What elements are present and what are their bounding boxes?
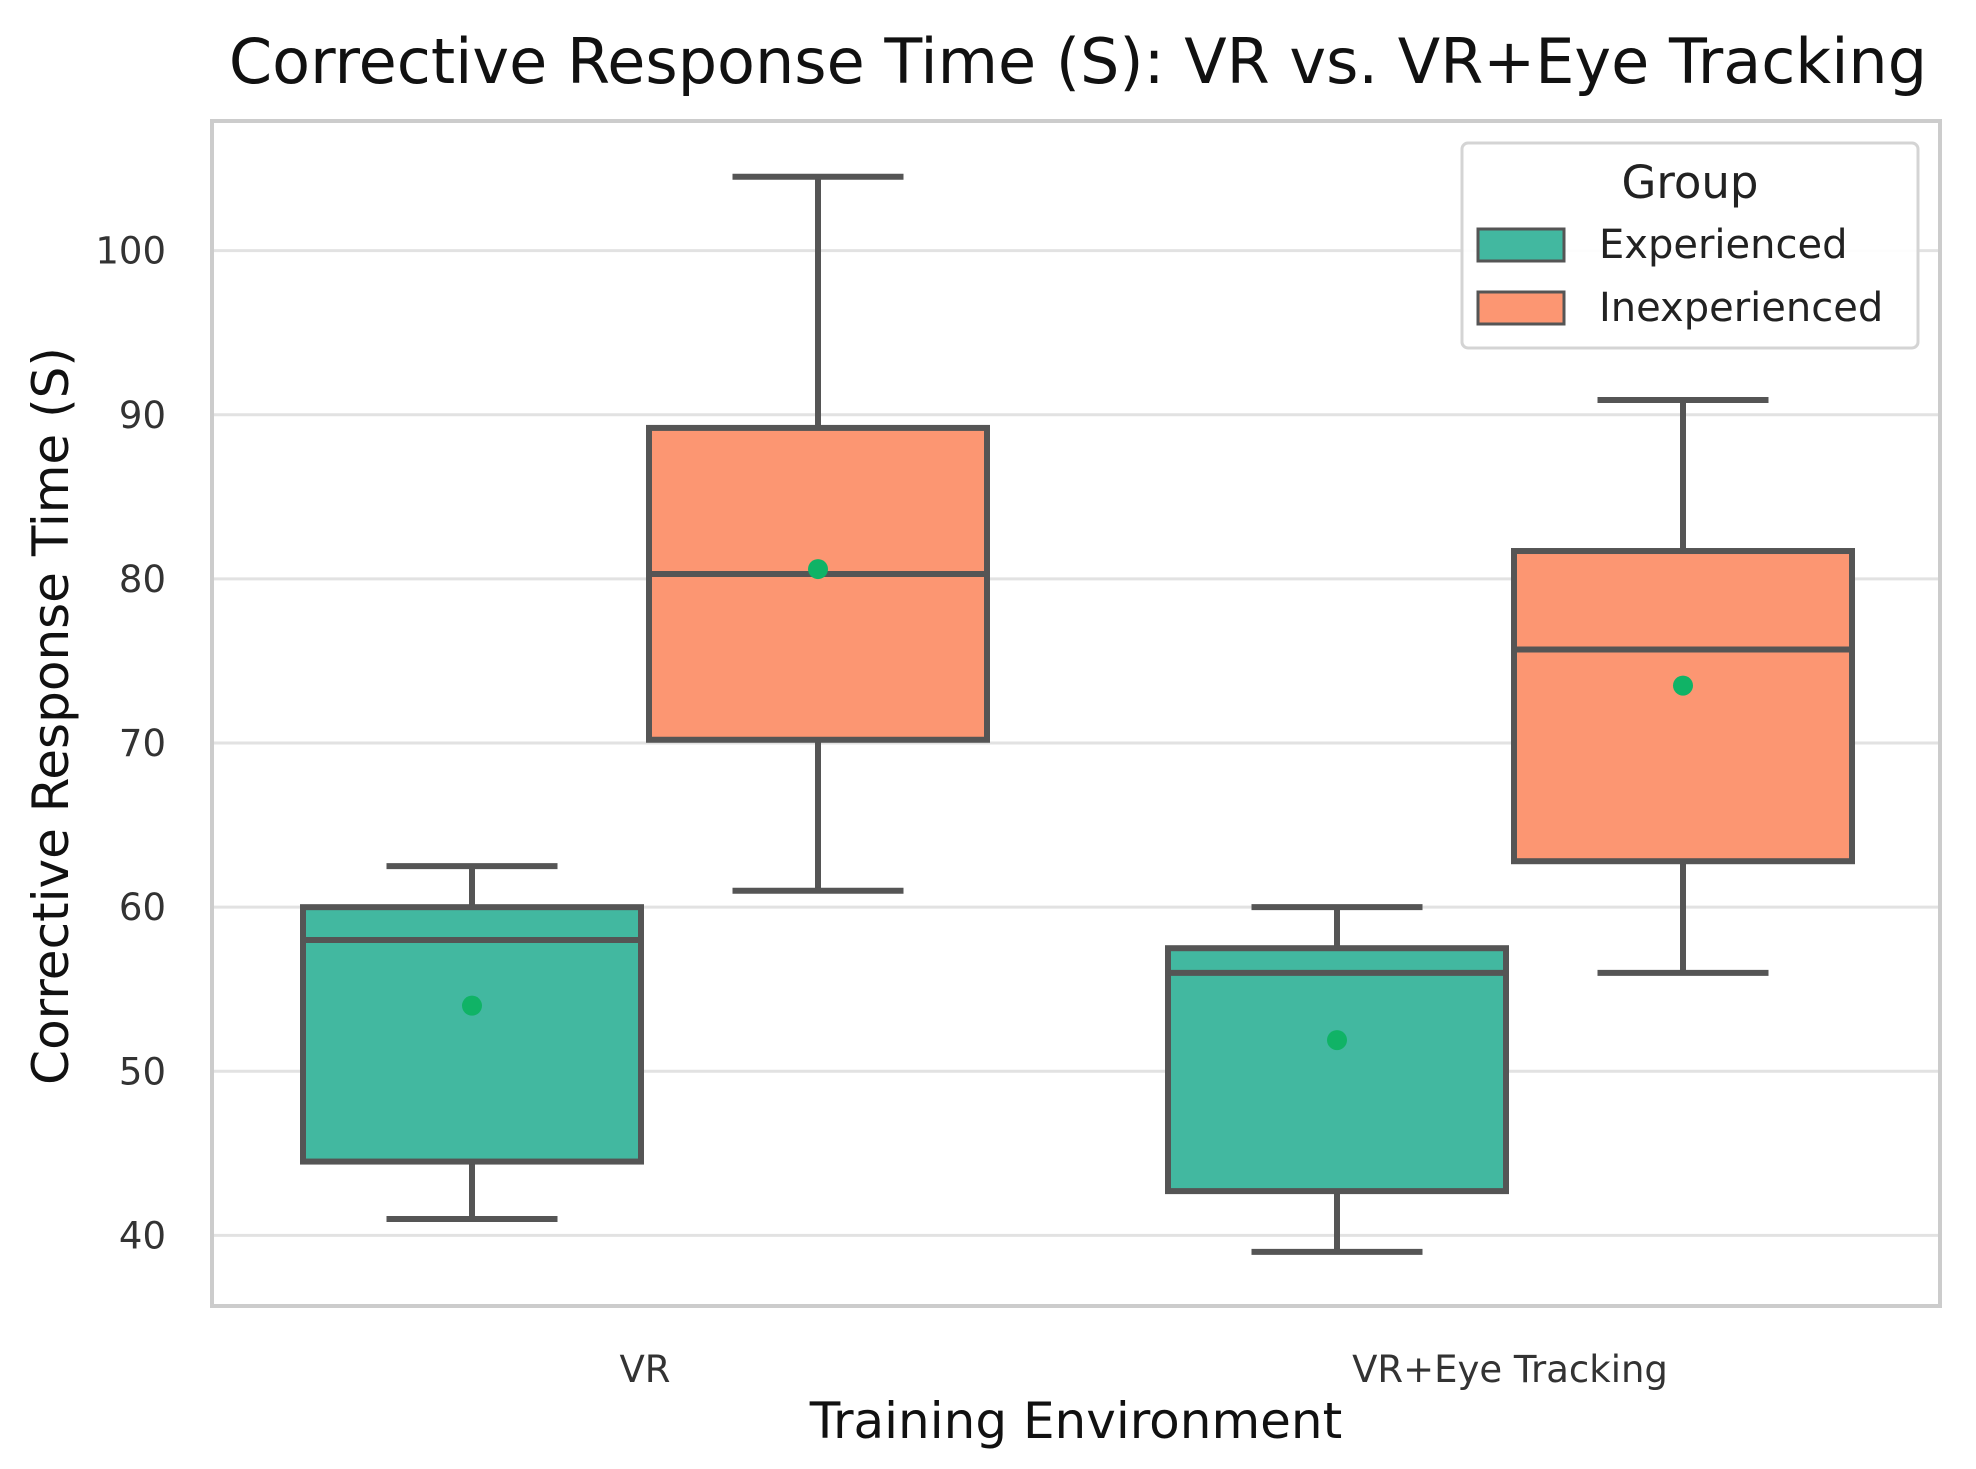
- iqr-box: [300, 904, 644, 1165]
- box-experienced-vr-eye-tracking: [1165, 904, 1509, 1255]
- legend-title: Group: [1622, 156, 1759, 209]
- x-tick-label: VR+Eye Tracking: [1352, 1348, 1668, 1391]
- box-inexperienced-vr: [646, 173, 990, 894]
- mean-marker: [1327, 1030, 1347, 1051]
- iqr-box: [646, 424, 990, 743]
- y-tick-label: 70: [119, 722, 166, 765]
- y-tick-label: 60: [119, 886, 166, 929]
- y-tick-label: 40: [119, 1214, 166, 1257]
- legend-label-experienced: Experienced: [1599, 222, 1847, 268]
- chart-title: Corrective Response Time (S): VR vs. VR+…: [229, 25, 1927, 98]
- iqr-box: [1165, 945, 1509, 1195]
- box-experienced-vr: [300, 863, 644, 1223]
- mean-marker: [1673, 675, 1693, 696]
- legend-swatch-inexperienced: [1476, 290, 1566, 326]
- legend: Group Experienced Inexperienced: [1460, 141, 1920, 350]
- legend-label-inexperienced: Inexperienced: [1599, 285, 1883, 331]
- legend-swatch-experienced: [1476, 227, 1566, 263]
- box-inexperienced-vr-eye-tracking: [1511, 397, 1855, 976]
- plot-area: 40 50 60 70 80 90 100 VR VR+Eye Tracking: [95, 119, 1942, 1391]
- legend-box: [1460, 141, 1920, 350]
- y-tick-label: 50: [119, 1050, 166, 1093]
- y-tick-label: 100: [95, 230, 166, 273]
- mean-marker: [462, 995, 482, 1016]
- plot-frame: [210, 119, 1942, 1308]
- y-tick-label: 90: [119, 394, 166, 437]
- y-axis-label: Corrective Response Time (S): [22, 347, 80, 1085]
- x-tick-label: VR: [619, 1348, 670, 1391]
- y-tick-label: 80: [119, 558, 166, 601]
- x-axis-label: Training Environment: [809, 1392, 1342, 1450]
- iqr-box: [1511, 548, 1855, 865]
- mean-marker: [808, 559, 828, 580]
